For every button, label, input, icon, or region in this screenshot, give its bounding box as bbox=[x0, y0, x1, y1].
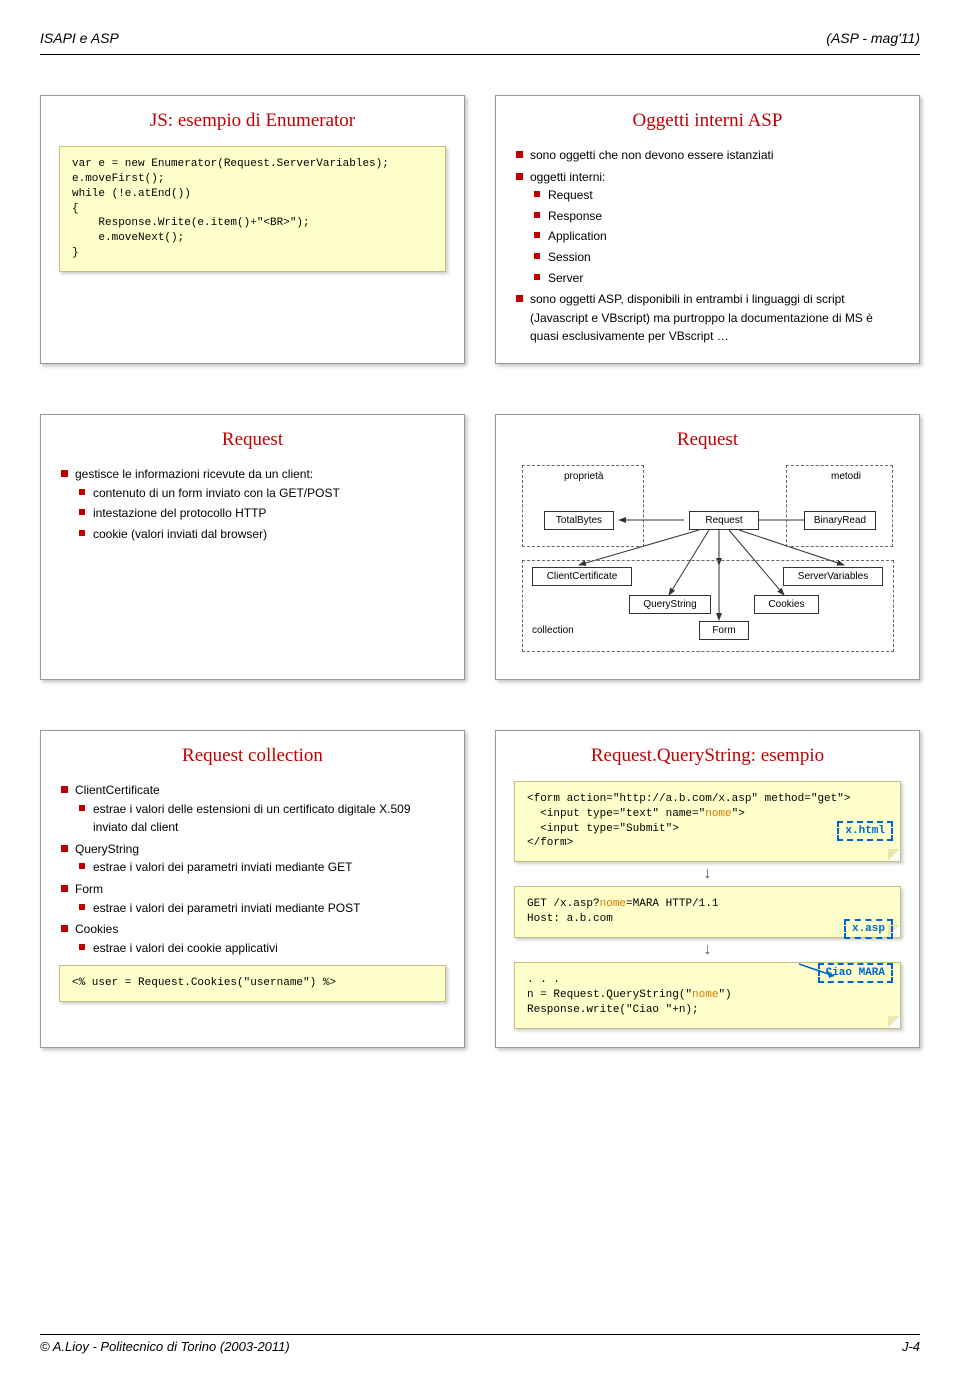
node-request: Request bbox=[689, 511, 759, 530]
s2-b1: sono oggetti che non devono essere istan… bbox=[514, 146, 901, 165]
file-label-asp: x.asp bbox=[844, 919, 893, 939]
s2-sub4: Session bbox=[530, 248, 901, 267]
lab-met: metodi bbox=[831, 471, 861, 482]
s2-sub1: Request bbox=[530, 186, 901, 205]
s2-b2: oggetti interni: Request Response Applic… bbox=[514, 168, 901, 288]
slide-2-title: Oggetti interni ASP bbox=[514, 110, 901, 132]
header-right: (ASP - mag'11) bbox=[826, 30, 920, 46]
s5-sub4: estrae i valori dei cookie applicativi bbox=[75, 939, 446, 958]
s3-b1: gestisce le informazioni ricevute da un … bbox=[59, 465, 446, 543]
s5-sub1: estrae i valori delle estensioni di un c… bbox=[75, 800, 446, 837]
s2-b3: sono oggetti ASP, disponibili in entramb… bbox=[514, 290, 901, 346]
slide-1: JS: esempio di Enumerator var e = new En… bbox=[40, 95, 465, 364]
header-left: ISAPI e ASP bbox=[40, 30, 119, 46]
slide-4-title: Request bbox=[514, 429, 901, 451]
node-form: Form bbox=[699, 621, 749, 640]
lab-prop: proprietà bbox=[564, 471, 603, 482]
output-arrow bbox=[794, 956, 844, 986]
slide-5-code: <% user = Request.Cookies("username") %> bbox=[59, 965, 446, 1002]
node-ck: Cookies bbox=[754, 595, 819, 614]
slide-2: Oggetti interni ASP sono oggetti che non… bbox=[495, 95, 920, 364]
arrow-1: ↓ bbox=[514, 866, 901, 882]
s5-b1: ClientCertificate estrae i valori delle … bbox=[59, 781, 446, 837]
page-footer: © A.Lioy - Politecnico di Torino (2003-2… bbox=[40, 1334, 920, 1354]
footer-right: J-4 bbox=[902, 1339, 920, 1354]
node-qs: QueryString bbox=[629, 595, 711, 614]
lab-coll: collection bbox=[532, 625, 574, 636]
node-totalbytes: TotalBytes bbox=[544, 511, 614, 530]
s5-sub3: estrae i valori dei parametri inviati me… bbox=[75, 899, 446, 918]
node-binread: BinaryRead bbox=[804, 511, 876, 530]
node-sv: ServerVariables bbox=[783, 567, 883, 586]
slide-5-title: Request collection bbox=[59, 745, 446, 767]
header-rule bbox=[40, 54, 920, 55]
slide-5: Request collection ClientCertificate est… bbox=[40, 730, 465, 1048]
s5-sub2: estrae i valori dei parametri inviati me… bbox=[75, 858, 446, 877]
slide-6: Request.QueryString: esempio <form actio… bbox=[495, 730, 920, 1048]
s3-sub2: intestazione del protocollo HTTP bbox=[75, 504, 446, 523]
node-cc: ClientCertificate bbox=[532, 567, 632, 586]
slide-1-code: var e = new Enumerator(Request.ServerVar… bbox=[59, 146, 446, 272]
page-header: ISAPI e ASP (ASP - mag'11) bbox=[40, 30, 920, 46]
s5-b3: Form estrae i valori dei parametri invia… bbox=[59, 880, 446, 917]
s2-sub5: Server bbox=[530, 269, 901, 288]
slide-3-title: Request bbox=[59, 429, 446, 451]
slide-6-title: Request.QueryString: esempio bbox=[514, 745, 901, 767]
s2-sub3: Application bbox=[530, 227, 901, 246]
footer-left: © A.Lioy - Politecnico di Torino (2003-2… bbox=[40, 1339, 290, 1354]
slide-3: Request gestisce le informazioni ricevut… bbox=[40, 414, 465, 680]
slide-4: Request bbox=[495, 414, 920, 680]
s5-b4: Cookies estrae i valori dei cookie appli… bbox=[59, 920, 446, 957]
slide-6-code2: GET /x.asp?nome=MARA HTTP/1.1 Host: a.b.… bbox=[514, 886, 901, 938]
s5-b2: QueryString estrae i valori dei parametr… bbox=[59, 840, 446, 877]
slide-1-title: JS: esempio di Enumerator bbox=[59, 110, 446, 132]
s3-sub3: cookie (valori inviati dal browser) bbox=[75, 525, 446, 544]
s3-sub1: contenuto di un form inviato con la GET/… bbox=[75, 484, 446, 503]
file-label-html: x.html bbox=[837, 821, 893, 841]
s2-sub2: Response bbox=[530, 207, 901, 226]
